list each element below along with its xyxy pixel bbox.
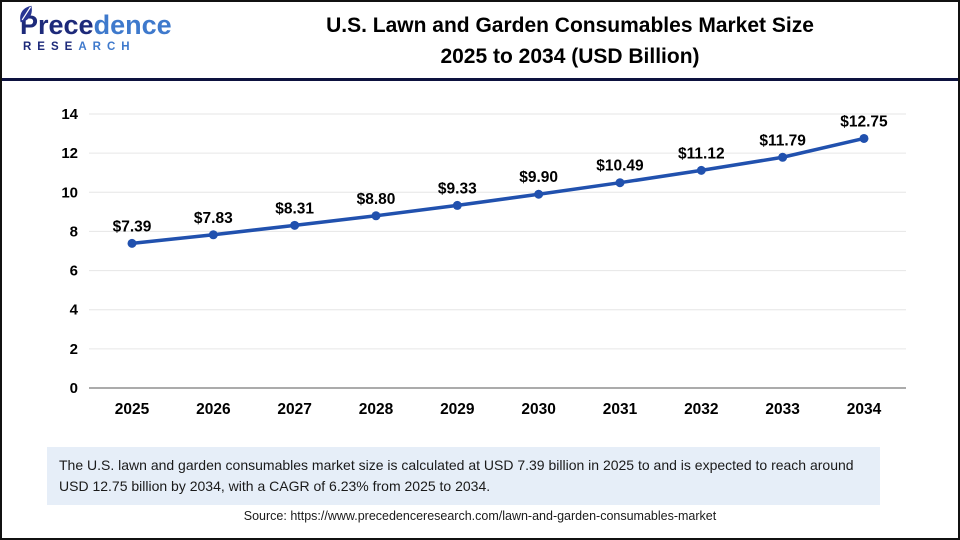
header: Precedence RESEARCH U.S. Lawn and Garden… xyxy=(2,2,958,78)
logo-subtitle: RESEARCH xyxy=(20,41,172,54)
leaf-icon xyxy=(20,5,32,23)
x-tick-label: 2032 xyxy=(684,401,718,418)
x-tick-label: 2028 xyxy=(359,401,394,418)
data-point-label: $12.75 xyxy=(840,113,888,130)
source-text: Source: https://www.precedenceresearch.c… xyxy=(243,509,717,523)
x-tick-label: 2027 xyxy=(277,401,311,418)
logo-text-dark: Prece xyxy=(20,10,94,40)
x-tick-label: 2034 xyxy=(847,401,882,418)
market-line-chart: 0 2 4 6 8 10 12 14 2025 2026 2027 2028 2029 2030 2031 2… xyxy=(61,106,906,418)
x-tick-label: 2033 xyxy=(765,401,800,418)
data-point xyxy=(859,133,869,143)
data-point xyxy=(290,220,300,230)
data-point-label: $9.90 xyxy=(519,169,558,186)
source-line: Source: https://www.precedenceresearch.c… xyxy=(2,509,958,523)
data-point xyxy=(208,230,218,240)
summary-box: The U.S. lawn and garden consumables mar… xyxy=(47,447,880,505)
y-tick-label: 10 xyxy=(61,184,78,201)
data-point-label: $8.31 xyxy=(275,200,314,217)
y-tick-label: 0 xyxy=(70,380,78,397)
header-divider xyxy=(2,78,958,81)
data-point xyxy=(371,211,381,221)
data-point-label: $10.49 xyxy=(596,158,644,175)
data-point xyxy=(127,238,137,248)
data-point-label: $11.79 xyxy=(759,132,806,149)
data-point-label: $7.83 xyxy=(194,210,233,227)
y-tick-label: 12 xyxy=(61,145,78,162)
data-point xyxy=(615,178,625,188)
logo-text-light: dence xyxy=(93,10,172,40)
data-point xyxy=(534,189,544,199)
logo-wordmark: Precedence xyxy=(20,5,172,40)
y-tick-label: 2 xyxy=(70,341,78,358)
logo-sub-dark: RESE xyxy=(23,41,79,53)
data-point-label: $11.12 xyxy=(678,145,725,162)
data-point-label: $9.33 xyxy=(438,180,477,197)
series-line xyxy=(130,136,866,246)
data-point xyxy=(696,165,706,175)
chart-title-line1: U.S. Lawn and Garden Consumables Market … xyxy=(326,14,814,37)
data-point-label: $7.39 xyxy=(113,218,152,235)
y-tick-label: 8 xyxy=(70,223,78,240)
x-tick-label: 2026 xyxy=(196,401,231,418)
precedence-research-logo: Precedence RESEARCH xyxy=(20,5,172,54)
summary-text: The U.S. lawn and garden consumables mar… xyxy=(59,457,854,494)
y-tick-label: 4 xyxy=(70,302,79,319)
x-tick-label: 2029 xyxy=(440,401,475,418)
data-point-label: $8.80 xyxy=(357,191,396,208)
chart-title: U.S. Lawn and Garden Consumables Market … xyxy=(202,10,938,72)
x-tick-label: 2025 xyxy=(115,401,150,418)
y-tick-label: 14 xyxy=(61,106,78,123)
chart-title-line2: 2025 to 2034 (USD Billion) xyxy=(440,45,700,68)
x-tick-label: 2031 xyxy=(603,401,638,418)
y-tick-label: 6 xyxy=(70,263,78,280)
logo-sub-light: ARCH xyxy=(78,41,136,53)
data-point xyxy=(452,200,462,210)
x-tick-label: 2030 xyxy=(521,401,555,418)
data-point xyxy=(778,152,788,162)
